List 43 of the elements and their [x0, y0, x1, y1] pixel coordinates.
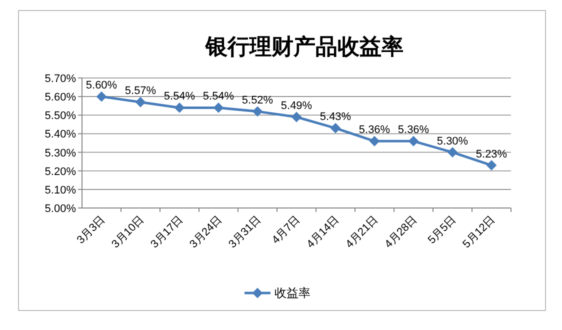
- data-label: 5.54%: [202, 90, 234, 103]
- data-label: 5.57%: [124, 85, 156, 98]
- point: [174, 102, 184, 113]
- data-label: 5.36%: [358, 124, 390, 136]
- data-label: 5.30%: [436, 135, 468, 148]
- point: [330, 123, 340, 134]
- x-tick-label: 4月7日: [270, 214, 303, 246]
- legend-label: 收益率: [274, 286, 310, 300]
- data-label: 5.49%: [280, 100, 312, 112]
- x-tick-label: 3月3日: [74, 214, 108, 246]
- point: [136, 97, 146, 108]
- point: [214, 102, 224, 113]
- x-tick-label: 4月14日: [304, 214, 342, 251]
- y-tick-label: 5.60%: [44, 92, 76, 104]
- point: [252, 106, 262, 116]
- chart-title: 银行理财产品收益率: [204, 34, 404, 59]
- data-label: 5.60%: [86, 80, 118, 92]
- x-tick-label: 3月10日: [110, 214, 147, 251]
- point: [486, 160, 496, 170]
- data-label: 5.36%: [398, 124, 430, 136]
- data-label: 5.52%: [242, 94, 274, 106]
- x-tick-label: 4月28日: [382, 214, 420, 251]
- y-tick-label: 5.30%: [44, 147, 76, 160]
- point: [408, 136, 418, 146]
- y-tick-label: 5.70%: [44, 73, 76, 85]
- point: [370, 136, 380, 146]
- y-tick-label: 5.00%: [44, 203, 76, 215]
- x-tick-label: 3月17日: [148, 214, 186, 251]
- x-tick-label: 5月12日: [460, 214, 498, 251]
- point: [96, 92, 106, 102]
- x-tick-label: 5月5日: [426, 214, 459, 246]
- x-tick-label: 3月24日: [188, 214, 225, 251]
- y-tick-label: 5.50%: [44, 110, 76, 122]
- point: [292, 112, 302, 122]
- x-tick-label: 3月31日: [226, 214, 264, 251]
- y-tick-label: 5.10%: [44, 184, 76, 196]
- data-label: 5.43%: [320, 111, 352, 124]
- point: [448, 147, 458, 158]
- data-label: 5.23%: [476, 148, 508, 160]
- x-tick-label: 4月21日: [344, 214, 381, 251]
- y-tick-label: 5.40%: [44, 128, 76, 141]
- y-tick-label: 5.20%: [44, 166, 76, 178]
- data-label: 5.54%: [164, 90, 196, 103]
